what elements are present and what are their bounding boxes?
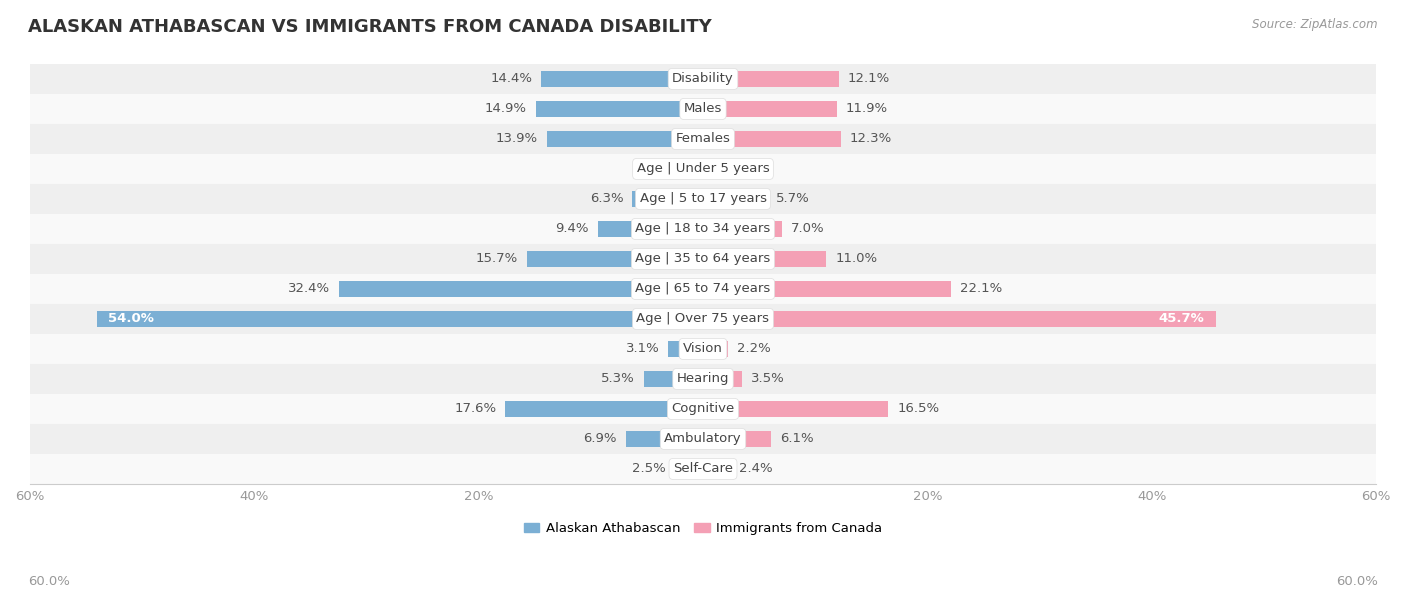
Text: 12.1%: 12.1% xyxy=(848,72,890,86)
Text: Age | Over 75 years: Age | Over 75 years xyxy=(637,313,769,326)
Text: 60.0%: 60.0% xyxy=(28,575,70,588)
Text: 15.7%: 15.7% xyxy=(475,253,517,266)
FancyBboxPatch shape xyxy=(7,244,1399,274)
Text: Age | Under 5 years: Age | Under 5 years xyxy=(637,162,769,176)
Text: Vision: Vision xyxy=(683,343,723,356)
Bar xyxy=(703,341,728,357)
Bar xyxy=(339,281,703,297)
Text: 12.3%: 12.3% xyxy=(851,132,893,146)
FancyBboxPatch shape xyxy=(7,334,1399,364)
Bar xyxy=(536,101,703,117)
Text: 1.4%: 1.4% xyxy=(728,162,761,176)
Text: 16.5%: 16.5% xyxy=(897,403,939,416)
FancyBboxPatch shape xyxy=(7,124,1399,154)
Bar xyxy=(686,161,703,177)
Bar xyxy=(527,251,703,267)
Text: Source: ZipAtlas.com: Source: ZipAtlas.com xyxy=(1253,18,1378,31)
Text: 2.2%: 2.2% xyxy=(737,343,770,356)
Bar xyxy=(541,71,703,87)
Bar xyxy=(703,161,718,177)
Text: 11.9%: 11.9% xyxy=(845,102,887,116)
Text: Females: Females xyxy=(675,132,731,146)
Bar xyxy=(644,371,703,387)
Text: 14.9%: 14.9% xyxy=(485,102,527,116)
Text: ALASKAN ATHABASCAN VS IMMIGRANTS FROM CANADA DISABILITY: ALASKAN ATHABASCAN VS IMMIGRANTS FROM CA… xyxy=(28,18,711,36)
Bar xyxy=(626,431,703,447)
Bar xyxy=(598,221,703,237)
FancyBboxPatch shape xyxy=(7,394,1399,424)
FancyBboxPatch shape xyxy=(7,424,1399,454)
Text: 3.1%: 3.1% xyxy=(626,343,659,356)
Bar xyxy=(703,371,742,387)
Bar xyxy=(97,311,703,327)
Text: Self-Care: Self-Care xyxy=(673,463,733,476)
FancyBboxPatch shape xyxy=(7,454,1399,484)
Bar xyxy=(633,191,703,207)
Text: Disability: Disability xyxy=(672,72,734,86)
Text: Age | 18 to 34 years: Age | 18 to 34 years xyxy=(636,222,770,236)
Text: 14.4%: 14.4% xyxy=(491,72,533,86)
Bar xyxy=(703,311,1216,327)
Text: 45.7%: 45.7% xyxy=(1159,313,1205,326)
Bar xyxy=(703,401,889,417)
Bar xyxy=(703,251,827,267)
Text: 1.5%: 1.5% xyxy=(644,162,678,176)
Text: 5.3%: 5.3% xyxy=(600,373,634,386)
Text: 6.9%: 6.9% xyxy=(583,433,617,446)
Bar xyxy=(675,461,703,477)
Text: 3.5%: 3.5% xyxy=(751,373,785,386)
FancyBboxPatch shape xyxy=(7,184,1399,214)
Bar xyxy=(547,131,703,147)
Text: 22.1%: 22.1% xyxy=(960,283,1002,296)
Text: Age | 65 to 74 years: Age | 65 to 74 years xyxy=(636,283,770,296)
Text: 32.4%: 32.4% xyxy=(288,283,330,296)
Text: Cognitive: Cognitive xyxy=(672,403,734,416)
Text: Males: Males xyxy=(683,102,723,116)
Text: 7.0%: 7.0% xyxy=(790,222,824,236)
FancyBboxPatch shape xyxy=(7,64,1399,94)
Text: 6.1%: 6.1% xyxy=(780,433,814,446)
Text: 13.9%: 13.9% xyxy=(496,132,538,146)
Bar xyxy=(703,101,837,117)
Text: 17.6%: 17.6% xyxy=(454,403,496,416)
Text: 9.4%: 9.4% xyxy=(555,222,589,236)
Bar xyxy=(703,221,782,237)
Text: 60.0%: 60.0% xyxy=(1336,575,1378,588)
FancyBboxPatch shape xyxy=(7,94,1399,124)
Text: 11.0%: 11.0% xyxy=(835,253,877,266)
Legend: Alaskan Athabascan, Immigrants from Canada: Alaskan Athabascan, Immigrants from Cana… xyxy=(519,517,887,540)
Bar xyxy=(703,131,841,147)
FancyBboxPatch shape xyxy=(7,154,1399,184)
Text: 54.0%: 54.0% xyxy=(108,313,155,326)
Bar xyxy=(703,461,730,477)
Text: Ambulatory: Ambulatory xyxy=(664,433,742,446)
FancyBboxPatch shape xyxy=(7,364,1399,394)
FancyBboxPatch shape xyxy=(7,214,1399,244)
Text: 2.4%: 2.4% xyxy=(740,463,772,476)
Bar xyxy=(703,431,772,447)
Bar xyxy=(703,281,950,297)
FancyBboxPatch shape xyxy=(7,274,1399,304)
FancyBboxPatch shape xyxy=(7,304,1399,334)
Text: Age | 5 to 17 years: Age | 5 to 17 years xyxy=(640,192,766,206)
Text: 2.5%: 2.5% xyxy=(633,463,666,476)
Text: 6.3%: 6.3% xyxy=(589,192,623,206)
Text: Hearing: Hearing xyxy=(676,373,730,386)
Bar xyxy=(703,191,766,207)
Bar xyxy=(506,401,703,417)
Bar xyxy=(703,71,839,87)
Text: Age | 35 to 64 years: Age | 35 to 64 years xyxy=(636,253,770,266)
Bar xyxy=(668,341,703,357)
Text: 5.7%: 5.7% xyxy=(776,192,810,206)
